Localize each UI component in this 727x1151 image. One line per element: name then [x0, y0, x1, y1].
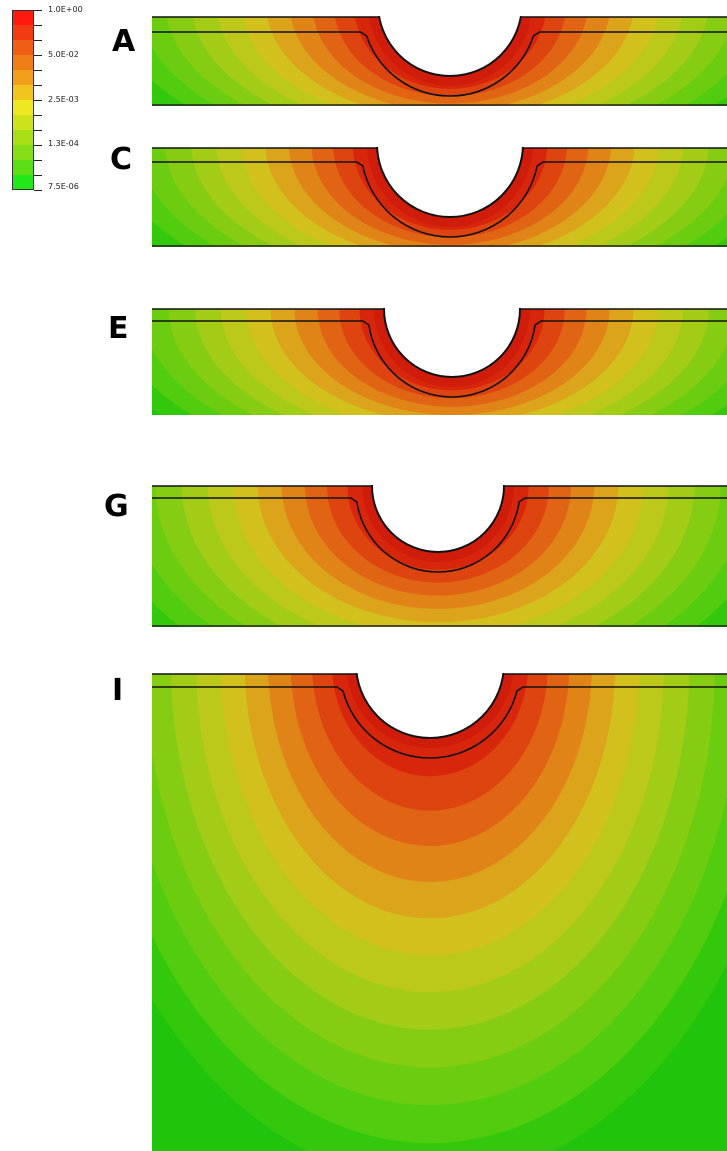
- legend-swatch: [12, 25, 34, 40]
- layer-boundary: [152, 320, 727, 398]
- legend-tick: [34, 145, 42, 146]
- legend-label: 2.5E-03: [48, 95, 79, 104]
- pit-opening: [354, 656, 506, 673]
- legend-label: 5.0E-02: [48, 50, 79, 59]
- legend-tick: [34, 55, 42, 56]
- layer-boundary: [152, 497, 727, 573]
- legend-swatch: [12, 55, 34, 70]
- legend-tick: [34, 175, 42, 176]
- legend-tick: [34, 115, 42, 116]
- contour-panel-c: [152, 124, 727, 248]
- bottom-mask: [152, 106, 727, 107]
- legend-tick: [34, 70, 42, 71]
- legend-label: 7.5E-06: [48, 182, 79, 191]
- contour-panel-g: [152, 466, 727, 628]
- contour-plot: [152, 466, 727, 628]
- layer-boundary: [152, 161, 727, 238]
- contour-panel-e: [152, 296, 727, 415]
- legend-label: 1.0E+00: [48, 5, 83, 14]
- contour-plot: [152, 4, 727, 107]
- legend-tick: [34, 10, 42, 11]
- panel-label-a: A: [112, 24, 136, 59]
- legend-swatch: [12, 40, 34, 55]
- contour-panel-i: [152, 656, 727, 1151]
- contour-plot: [152, 296, 727, 415]
- legend-swatch: [12, 145, 34, 160]
- legend-swatch: [12, 85, 34, 100]
- legend-swatch: [12, 160, 34, 175]
- legend-swatch: [12, 100, 34, 115]
- contour-plot: [152, 656, 727, 1151]
- panel-label-g: G: [104, 489, 129, 524]
- legend-tick: [34, 190, 42, 191]
- legend-tick: [34, 100, 42, 101]
- legend-label: 1.3E-04: [48, 139, 79, 148]
- panel-label-i: I: [112, 673, 124, 708]
- legend-tick: [34, 40, 42, 41]
- bottom-mask: [152, 247, 727, 248]
- legend-swatch: [12, 70, 34, 85]
- layer-boundary: [152, 31, 727, 97]
- contour-plot: [152, 124, 727, 248]
- legend-tick: [34, 85, 42, 86]
- legend-swatch: [12, 115, 34, 130]
- color-legend: [12, 10, 34, 190]
- panel-label-c: C: [110, 142, 133, 177]
- pit-hole: [377, 4, 523, 77]
- pit-opening: [382, 296, 522, 308]
- legend-tick: [34, 130, 42, 131]
- bottom-mask: [152, 627, 727, 628]
- legend-tick: [34, 25, 42, 26]
- legend-tick: [34, 160, 42, 161]
- pit-opening: [375, 124, 525, 147]
- pit-opening: [370, 466, 506, 485]
- layer-boundary: [152, 686, 727, 759]
- pit-opening: [376, 4, 524, 16]
- legend-swatch: [12, 130, 34, 145]
- legend-swatch: [12, 175, 34, 190]
- contour-bands: [152, 674, 727, 1151]
- contour-panel-a: [152, 4, 727, 107]
- panel-label-e: E: [108, 311, 129, 346]
- legend-swatch: [12, 10, 34, 25]
